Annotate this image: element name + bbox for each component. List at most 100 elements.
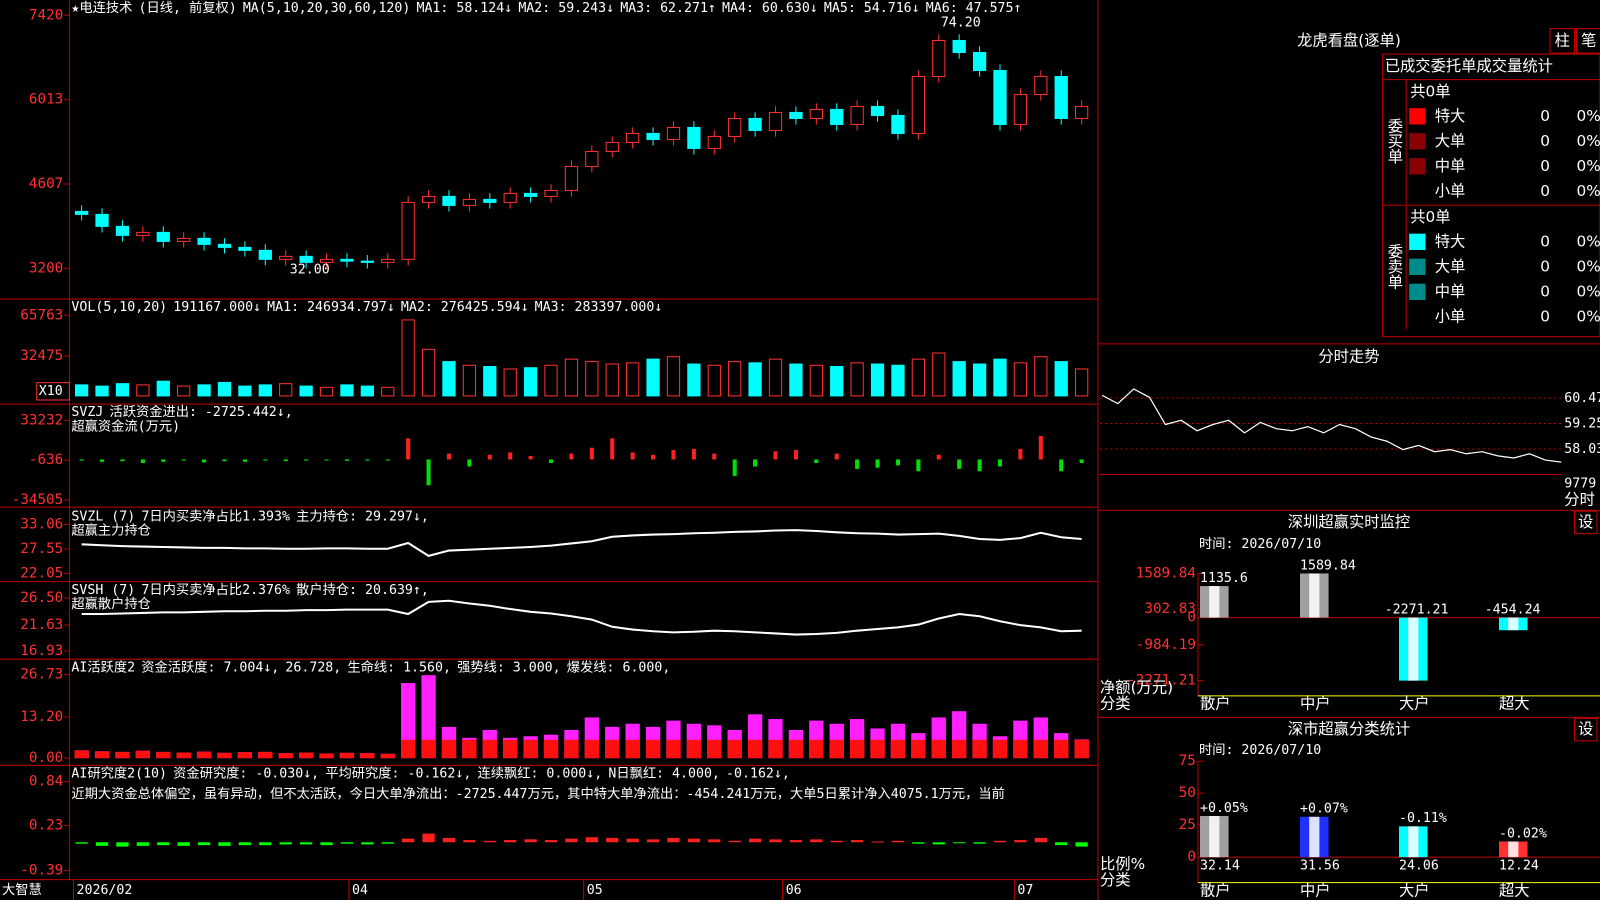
activity-base — [380, 753, 395, 759]
analysis-note: 近期大资金总体偏空，虽有异动，但不太活跃，今日大单净流出：-2725.447万元… — [71, 785, 1004, 802]
panel-time: 时间: 2026/07/10 — [1199, 742, 1321, 758]
y-tick-label: 21.63 — [20, 617, 63, 633]
volume-bar — [585, 361, 599, 397]
activity-base — [972, 739, 987, 759]
header-item: MA1: 58.124↓ — [416, 1, 512, 16]
y-tick-label: 60.47 — [1564, 391, 1600, 406]
volume-bar — [626, 362, 640, 397]
volume-unit: X10 — [39, 384, 63, 399]
svzj-bar — [344, 459, 349, 461]
value-label: -2271.21 — [1385, 602, 1449, 617]
change-label: -0.11% — [1399, 811, 1447, 826]
category-label: 超大 — [1499, 695, 1530, 713]
settings-label[interactable]: 设 — [1578, 513, 1593, 531]
volume-bar — [360, 385, 374, 397]
ai_research-bar — [463, 840, 476, 843]
header-item: MA3: 283397.000↓ — [535, 300, 663, 315]
row-count: 0 — [1540, 107, 1550, 125]
header-item: 资金活跃度: 7.004↓, — [141, 659, 279, 675]
activity-base — [523, 739, 538, 759]
panel-subtitle: 超赢散户持仓 — [71, 595, 151, 612]
candle-body — [177, 237, 191, 242]
row-pct: 0% — [1577, 257, 1600, 275]
activity-base — [503, 739, 518, 759]
volume-bar — [666, 356, 681, 397]
settings-button[interactable] — [1573, 717, 1598, 742]
row-count: 0 — [1540, 307, 1550, 325]
svzj-bar — [977, 459, 982, 472]
y-tick-label: 59.25 — [1564, 416, 1600, 431]
row-count: 0 — [1540, 257, 1550, 275]
activity-base — [809, 739, 824, 759]
candle-body — [972, 51, 987, 71]
svzj-bar — [426, 459, 431, 486]
candle-body — [136, 231, 150, 236]
activity-bar — [421, 675, 436, 759]
header-item: MA1: 246934.797↓ — [267, 300, 395, 315]
toggle-button[interactable] — [1549, 28, 1575, 54]
activity-base — [645, 739, 661, 759]
svzj-bar — [671, 450, 676, 460]
group-name: 委买单 — [1385, 118, 1403, 164]
volume-bar — [789, 363, 803, 397]
ai_research-bar — [851, 840, 864, 843]
category-label: 超大 — [1499, 881, 1530, 899]
ai_research-bar — [422, 833, 435, 843]
header-item: 平均研究度: -0.162↓, — [325, 765, 471, 781]
bar-shine — [1309, 573, 1320, 618]
activity-base — [870, 739, 885, 759]
activity-base — [850, 739, 865, 759]
svzj-bar — [508, 452, 513, 460]
row-count: 0 — [1540, 232, 1550, 250]
row-label: 中单 — [1435, 157, 1466, 175]
axis-label: 分类 — [1100, 695, 1131, 713]
y-tick-label: -2271.21 — [1127, 673, 1196, 689]
row-swatch — [1409, 158, 1426, 175]
toggle-button[interactable] — [1576, 28, 1600, 54]
svzj-bar — [732, 459, 737, 476]
ai_research-bar — [504, 840, 517, 843]
volume-bar — [870, 363, 885, 397]
row-count: 0 — [1540, 282, 1550, 300]
ai_research-bar — [606, 837, 619, 843]
candle-body — [442, 195, 456, 206]
volume-bar — [687, 363, 701, 397]
y-tick-label: -0.39 — [20, 862, 63, 878]
candle-body — [850, 105, 864, 125]
svzj-bar — [875, 459, 880, 468]
value-label: 24.06 — [1399, 858, 1439, 873]
header-item: SVSH (7) — [71, 583, 135, 598]
activity-base — [421, 739, 436, 759]
toggle-label[interactable]: 柱 — [1555, 31, 1570, 49]
activity-base — [176, 752, 191, 759]
row-swatch — [1409, 283, 1426, 300]
volume-bar — [1034, 356, 1048, 397]
svzj-bar — [895, 459, 900, 466]
svzj-bar — [140, 459, 145, 463]
ai_research-bar — [687, 838, 700, 843]
ai_research-bar — [1055, 842, 1068, 846]
volume-bar — [279, 383, 293, 397]
group-name: 委卖单 — [1385, 243, 1403, 289]
bar-shine — [1408, 826, 1419, 858]
toggle-label[interactable]: 笔 — [1581, 31, 1596, 49]
header-item: MA6: 47.575↑ — [926, 1, 1022, 16]
svzj-bar — [1059, 459, 1064, 472]
header-item: 连续飘红: 0.000↓, — [477, 765, 602, 781]
volume-bar — [850, 362, 864, 397]
activity-base — [319, 753, 334, 759]
settings-button[interactable] — [1573, 510, 1598, 535]
header-item: MA(5,10,20,30,60,120) — [243, 1, 411, 16]
header-item: (日线, 前复权) — [139, 0, 237, 16]
volume-bar — [728, 361, 742, 397]
ai_research-bar — [75, 842, 88, 844]
date-label: 04 — [352, 883, 368, 898]
settings-label[interactable]: 设 — [1578, 720, 1593, 738]
date-label: 07 — [1017, 883, 1033, 898]
header-item: MA5: 54.716↓ — [824, 1, 920, 16]
header-item: 资金研究度: -0.030↓, — [173, 765, 319, 781]
activity-base — [156, 751, 171, 759]
header-item: VOL(5,10,20) — [71, 300, 167, 315]
activity-base — [196, 751, 212, 759]
